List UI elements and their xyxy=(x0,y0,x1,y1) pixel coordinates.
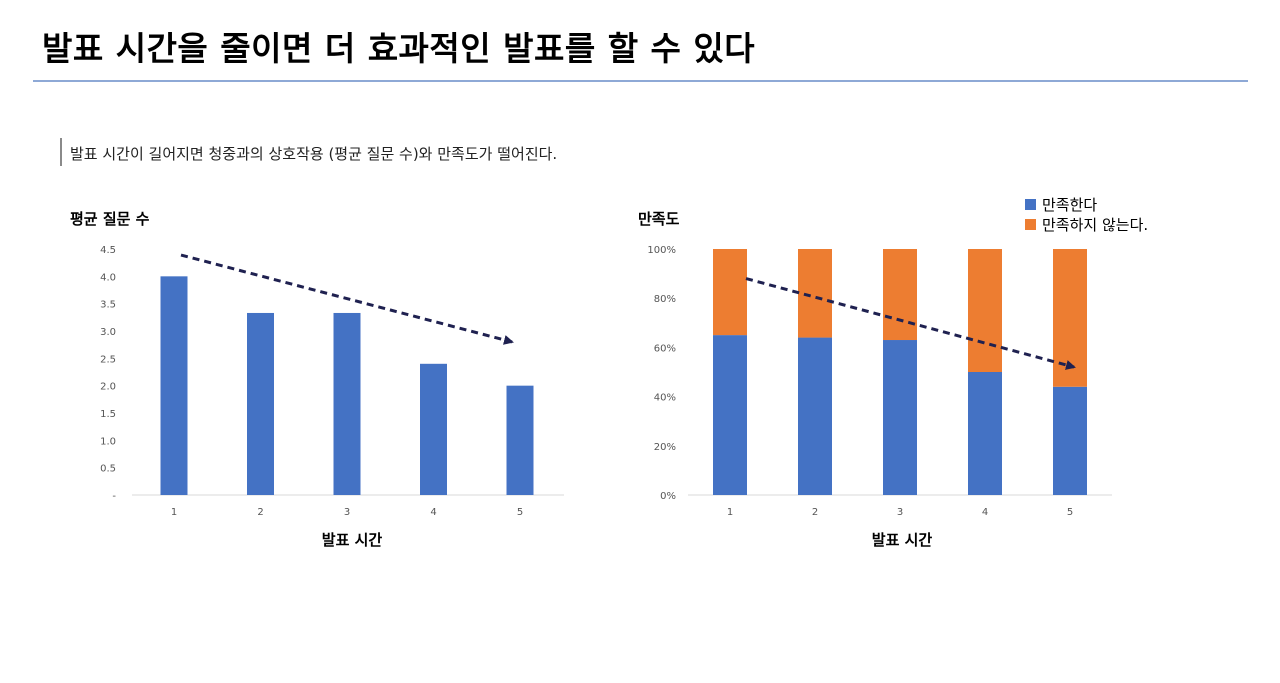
y-tick-label: 0.5 xyxy=(100,464,116,475)
y-tick-label: 4.0 xyxy=(100,272,116,283)
bar-not-satisfied xyxy=(798,249,832,338)
bar-satisfied xyxy=(968,372,1002,495)
trend-arrow xyxy=(745,277,1076,370)
y-tick-label: - xyxy=(112,491,116,502)
legend-label: 만족한다 xyxy=(1042,196,1097,214)
x-tick-label: 3 xyxy=(897,507,903,518)
bar xyxy=(420,363,447,495)
subtitle-accent-bar xyxy=(60,138,62,166)
bar xyxy=(247,312,274,495)
page-subtitle: 발표 시간이 길어지면 청중과의 상호작용 (평균 질문 수)와 만족도가 떨어… xyxy=(70,145,558,163)
bar-satisfied xyxy=(798,337,832,495)
chart-title: 평균 질문 수 xyxy=(70,210,150,228)
x-tick-label: 5 xyxy=(1067,507,1073,518)
legend-label: 만족하지 않는다. xyxy=(1042,216,1148,234)
y-tick-label: 40% xyxy=(654,393,676,404)
chart-title: 만족도 xyxy=(638,210,680,228)
x-axis-title: 발표 시간 xyxy=(872,531,933,549)
y-tick-label: 0% xyxy=(660,491,676,502)
bar xyxy=(506,385,534,495)
bar-satisfied xyxy=(883,340,917,495)
y-tick-label: 4.5 xyxy=(100,245,116,256)
x-tick-label: 4 xyxy=(982,507,988,518)
title-divider xyxy=(33,80,1248,82)
trend-arrow xyxy=(180,253,514,345)
y-tick-label: 3.5 xyxy=(100,300,116,311)
x-tick-label: 4 xyxy=(430,507,436,518)
x-tick-label: 1 xyxy=(171,507,177,518)
bar-satisfied xyxy=(1053,386,1087,495)
y-tick-label: 2.0 xyxy=(100,382,116,393)
bar xyxy=(333,312,361,495)
x-axis-title: 발표 시간 xyxy=(322,531,383,549)
bar-not-satisfied xyxy=(713,249,747,336)
y-tick-label: 3.0 xyxy=(100,327,116,338)
bar-satisfied xyxy=(713,335,747,495)
legend-swatch xyxy=(1025,199,1036,210)
x-tick-label: 1 xyxy=(727,507,733,518)
bar xyxy=(160,276,188,495)
y-tick-label: 1.5 xyxy=(100,409,116,420)
x-tick-label: 2 xyxy=(812,507,818,518)
y-tick-label: 20% xyxy=(654,442,676,453)
y-tick-label: 1.0 xyxy=(100,436,116,447)
legend-swatch xyxy=(1025,219,1036,230)
y-tick-label: 100% xyxy=(647,245,676,256)
chart-avg-questions: 평균 질문 수 - 0.5 1.0 1.5 2.0 2.5 3.0 3.5 4.0 4.5 1 2 3 4 5… xyxy=(70,210,564,549)
bar-not-satisfied xyxy=(883,249,917,341)
y-tick-label: 60% xyxy=(654,343,676,354)
bar-not-satisfied xyxy=(1053,249,1087,387)
bar-not-satisfied xyxy=(968,249,1002,372)
y-tick-label: 2.5 xyxy=(100,354,116,365)
x-tick-label: 2 xyxy=(257,507,263,518)
x-tick-label: 3 xyxy=(344,507,350,518)
y-tick-label: 80% xyxy=(654,294,676,305)
page-title: 발표 시간을 줄이면 더 효과적인 발표를 할 수 있다 xyxy=(42,29,756,68)
x-tick-label: 5 xyxy=(517,507,523,518)
